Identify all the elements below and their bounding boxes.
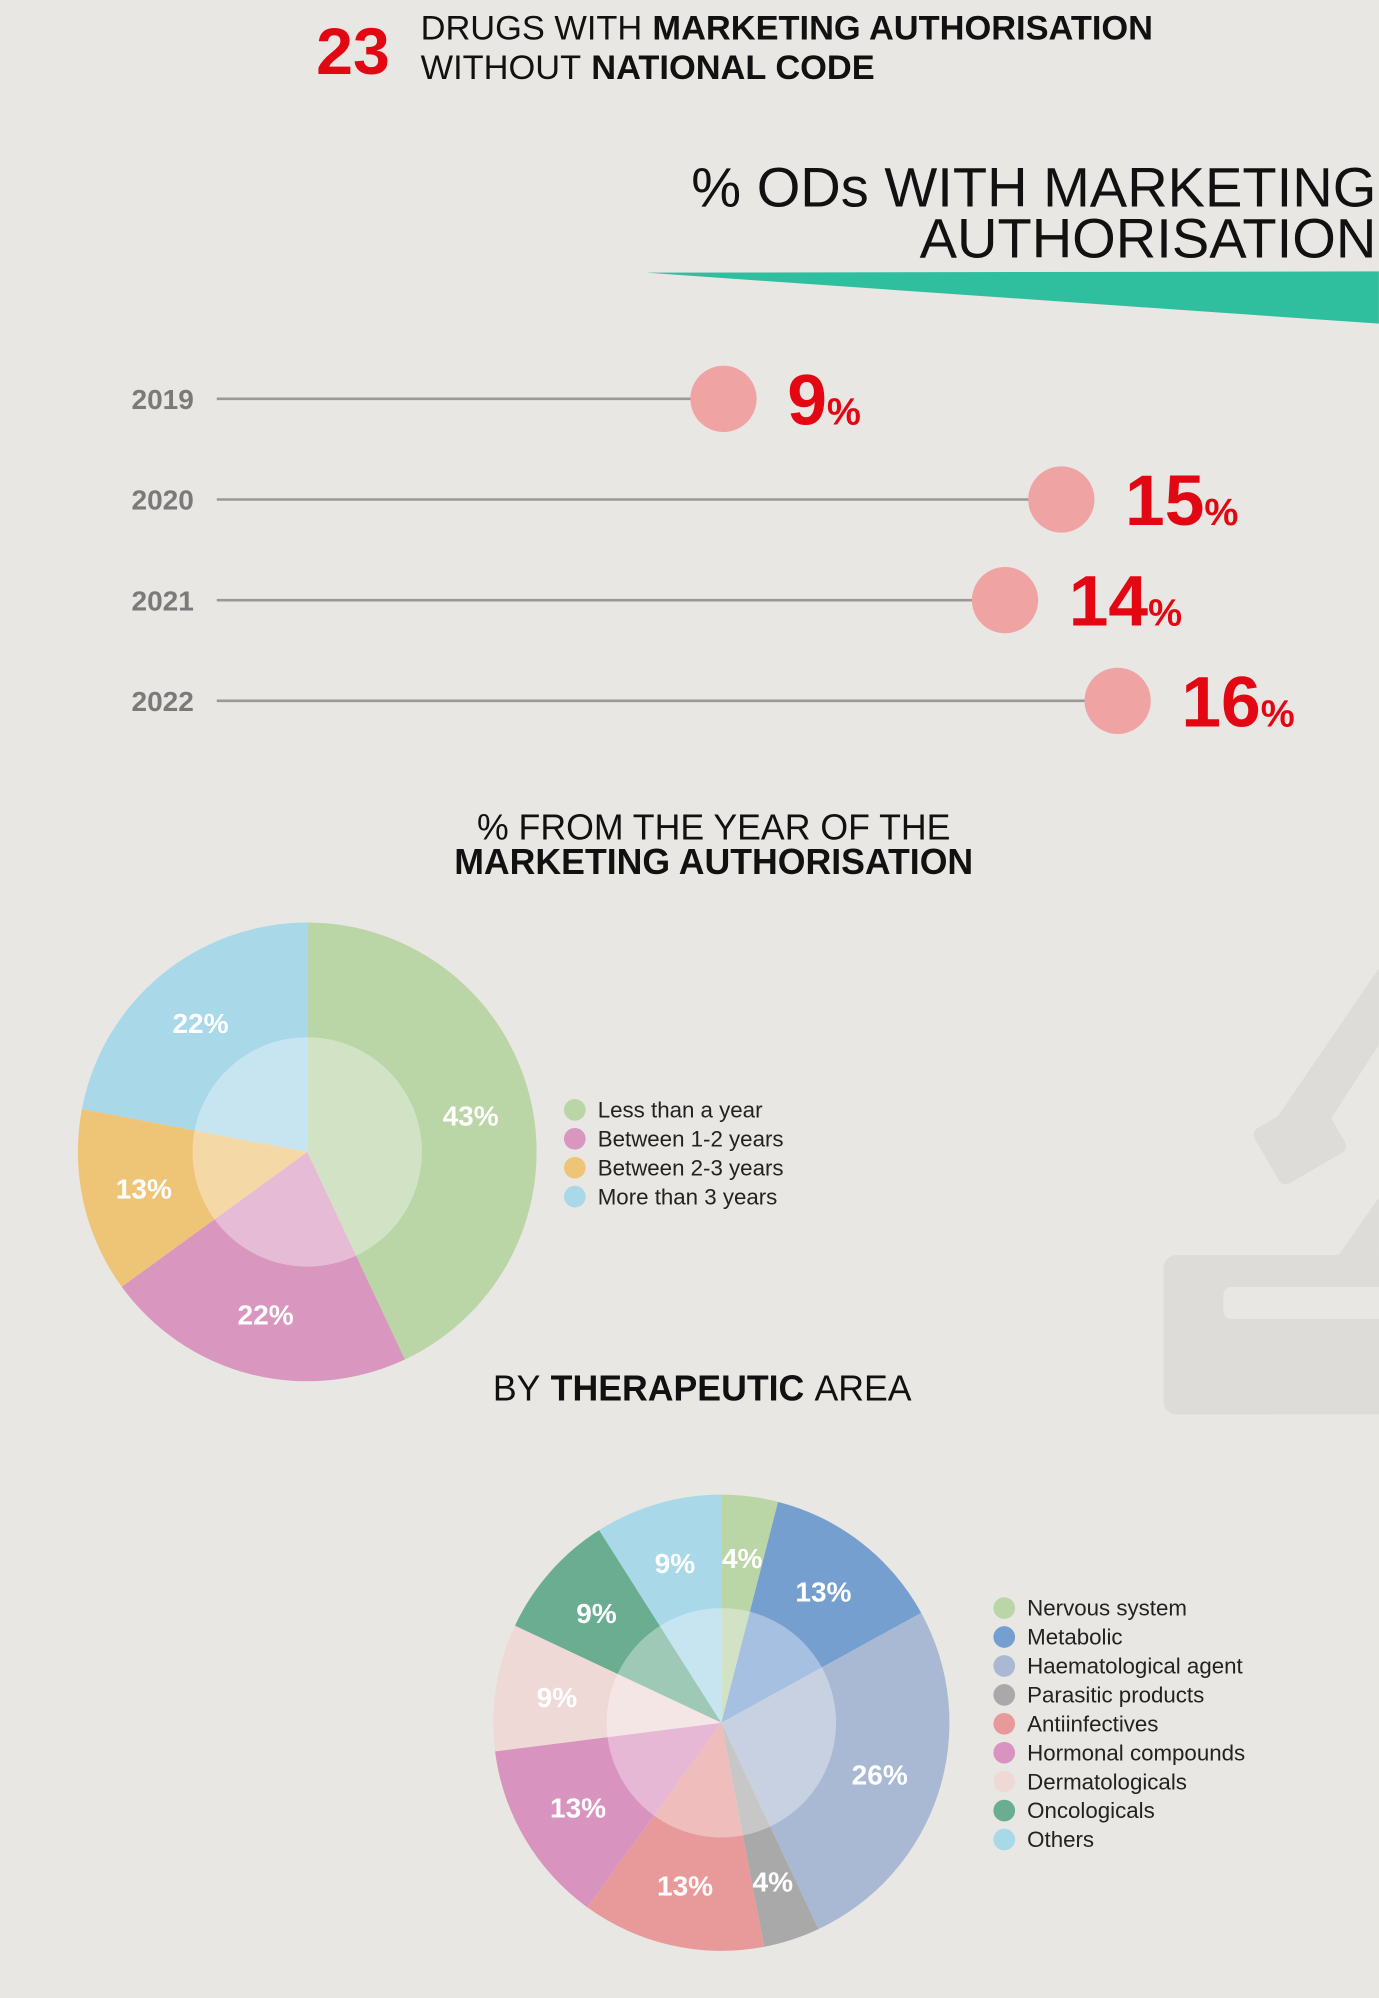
year-label: 2020: [131, 485, 193, 516]
slice-label: 26%: [852, 1759, 908, 1790]
legend-swatch: [564, 1128, 586, 1150]
legend-label: More than 3 years: [598, 1184, 778, 1209]
year-label: 2021: [131, 585, 193, 616]
legend-swatch: [993, 1626, 1015, 1648]
legend-label: Hormonal compounds: [1027, 1740, 1245, 1765]
header-text: DRUGS WITH: [421, 10, 643, 48]
infographic: 23 DRUGS WITHMARKETING AUTHORISATION WIT…: [0, 0, 1379, 1998]
lollipop-dot: [1085, 668, 1151, 734]
legend-label: Parasitic products: [1027, 1683, 1204, 1708]
lollipop-dot: [972, 567, 1038, 633]
legend-swatch: [993, 1742, 1015, 1764]
slice-label: 9%: [655, 1548, 696, 1579]
legend-swatch: [993, 1829, 1015, 1851]
slice-label: 43%: [443, 1101, 499, 1132]
legend-swatch: [564, 1186, 586, 1208]
page: { "header": { "number": 23, "line1": ["D…: [0, 0, 1379, 1998]
header-number: 23: [316, 15, 390, 89]
legend-swatch: [993, 1800, 1015, 1822]
legend-swatch: [993, 1655, 1015, 1677]
header-text-bold: MARKETING AUTHORISATION: [652, 10, 1153, 48]
slice-label: 22%: [172, 1008, 228, 1039]
chart-title: MARKETING AUTHORISATION: [454, 842, 973, 882]
lollipop-dot: [690, 366, 756, 432]
slice-label: 13%: [550, 1793, 606, 1824]
legend-label: Dermatologicals: [1027, 1769, 1187, 1794]
chart-title-bold: MARKETING AUTHORISATION: [454, 842, 973, 882]
legend-swatch: [993, 1597, 1015, 1619]
chart-title-part: AUTHORISATION: [920, 206, 1377, 269]
year-label: 2022: [131, 686, 193, 717]
year-label: 2019: [131, 384, 193, 415]
pie-inner-ring: [193, 1037, 422, 1266]
legend-label: Less than a year: [598, 1098, 763, 1123]
slice-label: 4%: [753, 1866, 794, 1897]
legend-label: Oncologicals: [1027, 1798, 1155, 1823]
chart-title-bold: THERAPEUTIC: [551, 1368, 805, 1408]
chart-title-part: AREA: [814, 1368, 911, 1408]
legend-label: Haematological agent: [1027, 1654, 1243, 1679]
slice-label: 4%: [722, 1543, 763, 1574]
slice-label: 13%: [116, 1174, 172, 1205]
chart-title: AUTHORISATION: [920, 206, 1377, 269]
legend-swatch: [993, 1713, 1015, 1735]
header-text-bold: NATIONAL CODE: [591, 49, 874, 87]
legend-swatch: [564, 1157, 586, 1179]
legend-swatch: [993, 1684, 1015, 1706]
legend-label: Between 1-2 years: [598, 1126, 784, 1151]
legend-swatch: [993, 1771, 1015, 1793]
slice-label: 13%: [795, 1576, 851, 1607]
slice-label: 13%: [657, 1870, 713, 1901]
legend-swatch: [564, 1099, 586, 1121]
legend-label: Nervous system: [1027, 1596, 1187, 1621]
slice-label: 9%: [576, 1598, 617, 1629]
chart-title-part: BY: [493, 1368, 541, 1408]
header-text: WITHOUT: [421, 49, 581, 87]
legend-label: Others: [1027, 1827, 1094, 1852]
lollipop-dot: [1028, 466, 1094, 532]
legend-label: Metabolic: [1027, 1625, 1122, 1650]
header-line: WITHOUT NATIONAL CODE: [421, 49, 875, 87]
slice-label: 22%: [238, 1299, 294, 1330]
legend-label: Between 2-3 years: [598, 1155, 784, 1180]
pie-inner-ring: [607, 1608, 836, 1837]
slice-label: 9%: [537, 1682, 578, 1713]
legend-label: Antiinfectives: [1027, 1711, 1158, 1736]
